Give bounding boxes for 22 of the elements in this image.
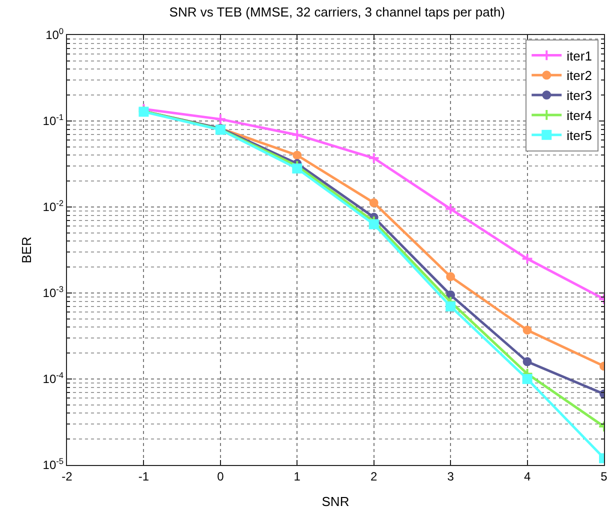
x-tick-label: 2 <box>370 469 378 484</box>
x-tick-label: -1 <box>138 469 150 484</box>
y-tick-label: 10$^{-4}$ <box>42 370 64 386</box>
x-axis-title: SNR <box>322 494 350 509</box>
y-axis-title: BER <box>19 236 34 264</box>
y-tick-label: 10$^{-2}$ <box>42 198 64 214</box>
y-tick-label: 10$^{-1}$ <box>42 112 64 128</box>
legend-label: iter5 <box>566 128 592 143</box>
x-tick-label: -2 <box>62 469 73 484</box>
x-tick-label: 4 <box>524 469 531 484</box>
legend-label: iter1 <box>566 48 592 64</box>
chart-title: SNR vs TEB (MMSE, 32 carriers, 3 channel taps per path) <box>169 4 506 20</box>
x-tick-label: 3 <box>447 469 454 484</box>
y-tick-label: 10$^{-5}$ <box>42 456 64 472</box>
legend-label: iter3 <box>566 88 592 104</box>
legend-label: iter2 <box>566 68 592 84</box>
legend-label: iter4 <box>566 108 592 124</box>
x-tick-label: 1 <box>294 469 301 484</box>
x-tick-label: 0 <box>217 469 224 484</box>
x-tick-label: 5 <box>600 469 608 484</box>
y-tick-label: 10$^{-3}$ <box>42 284 64 300</box>
y-tick-label: 10$^{0}$ <box>46 26 64 42</box>
